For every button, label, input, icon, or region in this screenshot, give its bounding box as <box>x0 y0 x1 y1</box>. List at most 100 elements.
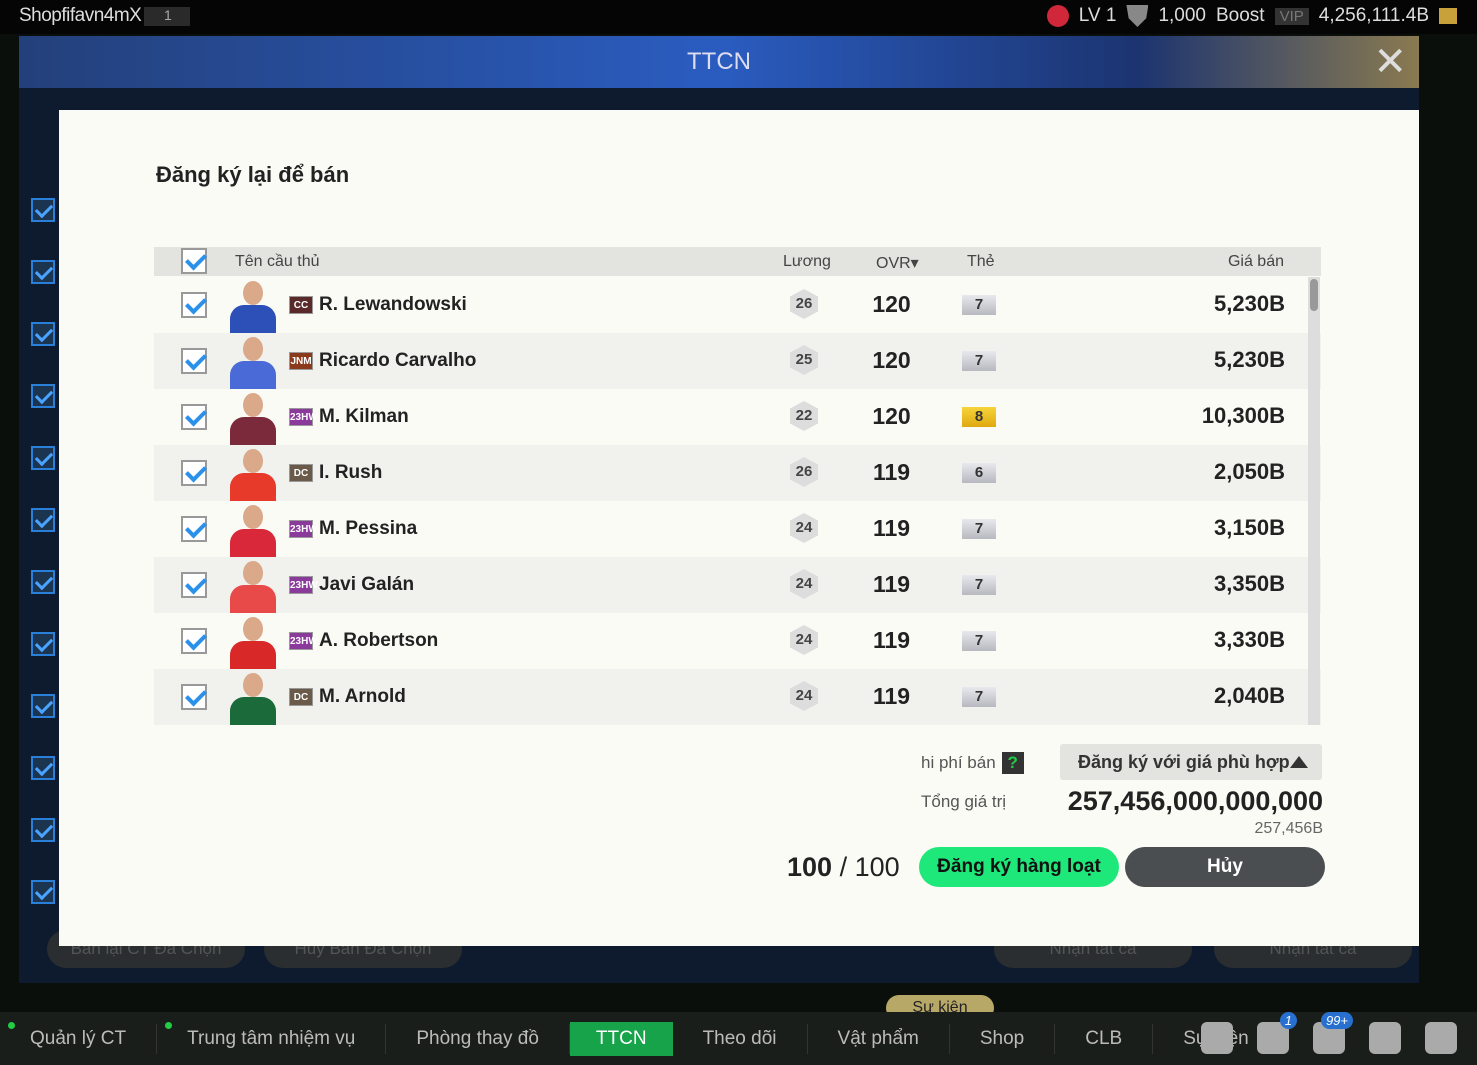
salary-badge: 22 <box>790 401 818 431</box>
nav-item[interactable]: Trung tâm nhiệm vụ <box>157 1021 387 1054</box>
salary-badge: 24 <box>790 681 818 711</box>
help-icon[interactable]: ? <box>1001 752 1024 774</box>
scrollbar-thumb[interactable] <box>1310 279 1318 311</box>
nav-item[interactable]: Vật phẩm <box>808 1023 950 1054</box>
total-label: Tổng giá trị <box>921 792 1007 811</box>
points: 1,000 <box>1158 5 1206 26</box>
player-name: I. Rush <box>319 462 383 483</box>
ovr-value: 119 <box>872 459 911 485</box>
row-checkbox[interactable] <box>181 404 207 430</box>
row-checkbox[interactable] <box>181 348 207 374</box>
nav-item[interactable]: Phòng thay đồ <box>386 1023 570 1054</box>
player-name: A. Robertson <box>319 630 439 651</box>
table-row[interactable]: 23HW Javi Galán 24 119 7 3,350B <box>154 557 1321 613</box>
notification-badge: 99+ <box>1320 1012 1353 1029</box>
card-level: 7 <box>962 687 996 707</box>
player-avatar <box>226 615 280 669</box>
ovr-value: 119 <box>872 683 911 709</box>
scrollbar[interactable] <box>1308 277 1320 725</box>
sell-price: 5,230B <box>1214 347 1285 372</box>
col-price[interactable]: Giá bán <box>1227 253 1284 270</box>
coin-icon <box>1439 8 1457 24</box>
nav-item[interactable]: TTCN <box>569 1021 673 1056</box>
sell-price: 3,350B <box>1214 571 1285 596</box>
top-status-bar: Shopfifavn4mX 1 LV 1 1,000 Boost VIP 4,2… <box>0 0 1477 34</box>
background-checkbox <box>31 818 55 842</box>
price-mode-dropdown[interactable]: Đăng ký với giá phù hợp <box>1060 744 1322 780</box>
boost-label[interactable]: Boost <box>1215 5 1265 26</box>
season-badge: 23HW <box>289 520 318 538</box>
mood-icon <box>1046 5 1069 27</box>
card-level: 6 <box>962 463 996 483</box>
table-row[interactable]: 23HW M. Kilman 22 120 8 10,300B <box>154 389 1321 445</box>
total-short: 257,456B <box>1254 820 1323 837</box>
salary-badge: 25 <box>790 345 818 375</box>
selected-count: 100 / 100 <box>787 852 900 883</box>
season-badge: DC <box>289 464 313 482</box>
table-row[interactable]: CC R. Lewandowski 26 120 7 5,230B <box>154 277 1321 333</box>
salary-badge: 24 <box>790 569 818 599</box>
background-checkbox <box>31 198 55 222</box>
sell-price: 2,050B <box>1214 459 1285 484</box>
new-dot <box>8 1021 15 1029</box>
player-list: CC R. Lewandowski 26 120 7 5,230B JNM Ri… <box>154 277 1321 725</box>
col-card[interactable]: Thẻ <box>967 253 995 270</box>
background-checkbox <box>31 446 55 470</box>
table-row[interactable]: 23HW A. Robertson 24 119 7 3,330B <box>154 613 1321 669</box>
row-checkbox[interactable] <box>181 628 207 654</box>
table-row[interactable]: DC M. Arnold 24 119 7 2,040B <box>154 669 1321 725</box>
salary-badge: 24 <box>790 513 818 543</box>
background-checkbox <box>31 880 55 904</box>
profile-icon[interactable] <box>1369 1022 1401 1054</box>
row-checkbox[interactable] <box>181 516 207 542</box>
col-salary[interactable]: Lương <box>783 253 831 270</box>
chat-icon[interactable] <box>1201 1022 1233 1054</box>
fee-text: hi phí bán <box>921 753 996 772</box>
season-badge: 23HW <box>289 632 318 650</box>
select-all-checkbox[interactable] <box>181 248 207 274</box>
nav-label: Phòng thay đồ <box>416 1027 539 1049</box>
table-row[interactable]: JNM Ricardo Carvalho 25 120 7 5,230B <box>154 333 1321 389</box>
bulk-register-button[interactable]: Đăng ký hàng loạt <box>919 847 1119 887</box>
card-level: 7 <box>962 575 996 595</box>
count-selected: 100 <box>787 852 833 882</box>
row-checkbox[interactable] <box>181 684 207 710</box>
row-checkbox[interactable] <box>181 292 207 318</box>
server-number: 1 <box>144 7 190 26</box>
player-avatar <box>226 503 280 557</box>
nav-label: Theo dõi <box>702 1027 777 1049</box>
player-name: M. Kilman <box>319 406 409 427</box>
nav-label: Vật phẩm <box>837 1027 919 1049</box>
count-total: 100 <box>854 852 900 882</box>
player-avatar <box>226 671 280 725</box>
mail-icon[interactable]: 1 <box>1257 1012 1297 1054</box>
new-dot <box>165 1021 173 1029</box>
bell-icon[interactable]: 99+ <box>1313 1012 1353 1054</box>
page-header: TTCN ✕ <box>19 36 1419 88</box>
gear-icon[interactable] <box>1425 1022 1457 1054</box>
col-ovr[interactable]: OVR▾ <box>876 255 919 272</box>
nav-label: Quản lý CT <box>30 1027 127 1049</box>
table-row[interactable]: DC I. Rush 26 119 6 2,050B <box>154 445 1321 501</box>
nav-item[interactable]: Theo dõi <box>673 1023 808 1054</box>
nav-label: Shop <box>979 1027 1025 1049</box>
table-header: Tên cầu thủ Lương OVR▾ Thẻ Giá bán <box>154 247 1321 276</box>
close-icon[interactable]: ✕ <box>1373 40 1407 84</box>
season-badge: DC <box>289 688 313 706</box>
ovr-value: 119 <box>872 515 911 541</box>
nav-item[interactable]: CLB <box>1055 1023 1154 1054</box>
season-badge: 23HW <box>289 408 318 426</box>
nav-item[interactable]: Quản lý CT <box>0 1021 158 1054</box>
player-avatar <box>226 335 280 389</box>
table-row[interactable]: 23HW M. Pessina 24 119 7 3,150B <box>154 501 1321 557</box>
sell-price: 3,150B <box>1214 515 1285 540</box>
background-checkbox <box>31 508 55 532</box>
background-checkbox <box>31 322 55 346</box>
balance: 4,256,111.4B <box>1318 5 1429 26</box>
row-checkbox[interactable] <box>181 460 207 486</box>
row-checkbox[interactable] <box>181 572 207 598</box>
nav-item[interactable]: Shop <box>950 1023 1056 1054</box>
nav-label: Trung tâm nhiệm vụ <box>187 1027 356 1049</box>
player-name: Ricardo Carvalho <box>319 350 477 371</box>
cancel-button[interactable]: Hủy <box>1125 847 1325 887</box>
